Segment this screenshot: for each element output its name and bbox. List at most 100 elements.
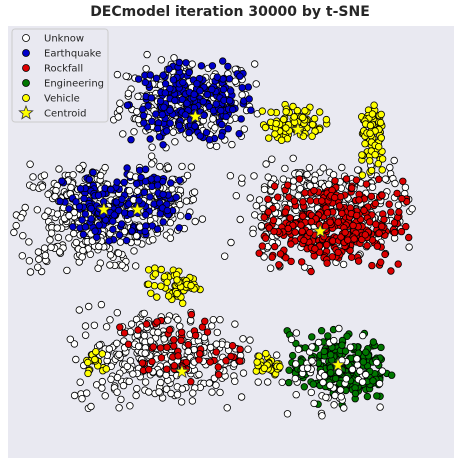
point-unknow xyxy=(331,391,339,400)
point-unknow xyxy=(337,393,345,401)
point-unknow xyxy=(147,152,156,160)
point-earthquake xyxy=(69,223,77,231)
point-unknow xyxy=(12,221,20,230)
point-earthquake xyxy=(219,85,228,94)
point-rockfall xyxy=(163,365,171,373)
point-earthquake xyxy=(166,84,174,93)
point-unknow xyxy=(330,336,338,345)
point-rockfall xyxy=(260,213,268,221)
point-rockfall xyxy=(264,208,273,216)
point-unknow xyxy=(94,264,102,272)
point-unknow xyxy=(133,187,142,195)
point-vehicle xyxy=(276,363,284,371)
point-unknow xyxy=(305,163,314,172)
point-vehicle xyxy=(258,107,266,115)
point-unknow xyxy=(63,266,71,275)
point-earthquake xyxy=(147,94,156,102)
point-rockfall xyxy=(138,359,147,367)
point-rockfall xyxy=(344,236,352,244)
point-rockfall xyxy=(381,250,389,259)
point-rockfall xyxy=(299,212,307,220)
point-rockfall xyxy=(177,328,186,336)
point-vehicle xyxy=(187,281,195,290)
point-unknow xyxy=(292,360,300,368)
point-vehicle xyxy=(366,129,374,137)
point-earthquake xyxy=(166,179,175,187)
point-unknow xyxy=(129,370,137,378)
point-vehicle xyxy=(265,134,273,142)
point-earthquake xyxy=(237,115,245,123)
point-unknow xyxy=(252,80,260,88)
point-unknow xyxy=(95,341,104,349)
point-rockfall xyxy=(378,222,386,231)
point-rockfall xyxy=(380,215,388,224)
point-unknow xyxy=(54,233,63,242)
point-rockfall xyxy=(360,206,368,214)
centroid-marker xyxy=(330,356,346,372)
point-vehicle xyxy=(370,101,378,109)
point-rockfall xyxy=(342,175,351,183)
point-rockfall xyxy=(349,221,357,230)
point-earthquake xyxy=(190,90,198,98)
point-vehicle xyxy=(277,136,286,144)
points-layer xyxy=(10,50,416,420)
point-unknow xyxy=(142,65,150,73)
point-unknow xyxy=(115,404,123,412)
point-rockfall xyxy=(390,219,399,227)
point-unknow xyxy=(148,160,156,168)
point-vehicle xyxy=(267,108,275,116)
point-earthquake xyxy=(146,71,154,79)
point-rockfall xyxy=(363,241,371,250)
point-unknow xyxy=(106,261,114,269)
point-rockfall xyxy=(276,250,285,258)
point-vehicle xyxy=(262,349,270,358)
point-earthquake xyxy=(125,200,133,208)
point-unknow xyxy=(310,399,318,408)
point-rockfall xyxy=(145,365,153,374)
point-unknow xyxy=(359,331,367,340)
point-rockfall xyxy=(222,357,230,365)
point-unknow xyxy=(130,128,138,136)
point-unknow xyxy=(376,403,384,411)
point-unknow xyxy=(386,163,394,172)
point-vehicle xyxy=(147,289,155,297)
point-vehicle xyxy=(366,157,374,165)
point-rockfall xyxy=(287,240,295,248)
point-earthquake xyxy=(159,141,167,149)
point-earthquake xyxy=(196,87,204,95)
point-unknow xyxy=(113,373,122,382)
point-rockfall xyxy=(326,218,334,226)
point-unknow xyxy=(87,402,95,411)
point-unknow xyxy=(125,186,134,195)
point-earthquake xyxy=(126,210,135,218)
point-earthquake xyxy=(75,202,84,211)
point-unknow xyxy=(375,379,384,388)
point-rockfall xyxy=(347,253,356,261)
point-earthquake xyxy=(152,74,161,82)
point-vehicle xyxy=(260,364,268,372)
point-engineering xyxy=(327,369,335,377)
point-rockfall xyxy=(268,253,276,261)
point-earthquake xyxy=(95,221,103,229)
centroid-marker xyxy=(129,201,146,217)
point-vehicle xyxy=(376,118,385,127)
point-vehicle xyxy=(144,280,153,288)
point-earthquake xyxy=(123,101,132,109)
point-earthquake xyxy=(175,224,183,232)
point-earthquake xyxy=(244,83,252,91)
point-earthquake xyxy=(118,195,126,203)
point-rockfall xyxy=(264,195,272,203)
point-unknow xyxy=(405,243,413,251)
point-unknow xyxy=(117,395,125,404)
point-vehicle xyxy=(98,350,106,358)
point-unknow xyxy=(191,217,199,226)
point-engineering xyxy=(351,389,360,398)
point-unknow xyxy=(69,229,78,238)
point-engineering xyxy=(320,347,328,356)
point-unknow xyxy=(126,357,135,365)
point-rockfall xyxy=(214,363,222,371)
point-unknow xyxy=(246,194,254,202)
point-unknow xyxy=(116,99,124,107)
point-vehicle xyxy=(368,110,377,118)
point-earthquake xyxy=(87,215,95,223)
